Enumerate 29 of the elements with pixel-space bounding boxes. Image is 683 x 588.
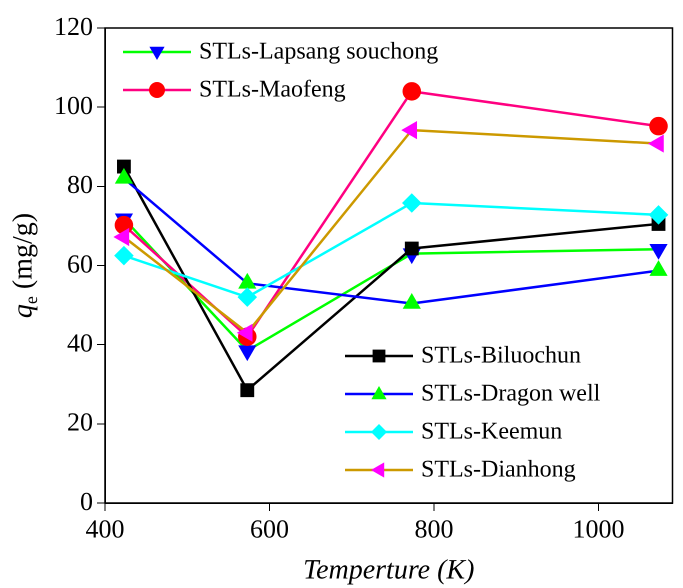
legend-label: STLs-Maofeng xyxy=(199,76,346,102)
legend-label: STLs-Dianhong xyxy=(421,456,576,482)
y-tick-label: 20 xyxy=(67,408,93,437)
y-axis-title: qe (mg/g) xyxy=(7,212,42,318)
x-tick-label: 800 xyxy=(414,514,454,544)
point xyxy=(114,216,134,234)
point xyxy=(238,288,257,306)
legend-label: STLs-Keemun xyxy=(421,418,562,444)
y-tick-label: 60 xyxy=(67,249,93,278)
x-tick-label: 400 xyxy=(86,514,124,544)
y-tick-label: 0 xyxy=(80,486,93,516)
point xyxy=(117,160,131,174)
point xyxy=(402,194,422,212)
x-axis-title: Temperture (K) xyxy=(303,554,474,586)
y-tick-label: 100 xyxy=(54,90,93,120)
x-tick-label: 600 xyxy=(250,514,289,544)
y-tick-label: 80 xyxy=(67,170,93,200)
x-tick-label: 1000 xyxy=(572,514,624,544)
y-tick-label: 40 xyxy=(67,328,93,358)
point xyxy=(404,242,419,256)
point xyxy=(402,82,422,101)
legend-label: STLs-Lapsang souchong xyxy=(199,38,438,64)
point xyxy=(240,383,254,398)
legend-label: STLs-Biluochun xyxy=(421,342,581,368)
point xyxy=(649,206,668,224)
point xyxy=(114,246,134,265)
point xyxy=(649,116,668,136)
y-tick-label: 120 xyxy=(54,12,93,41)
legend-label: STLs-Dragon well xyxy=(421,380,601,406)
